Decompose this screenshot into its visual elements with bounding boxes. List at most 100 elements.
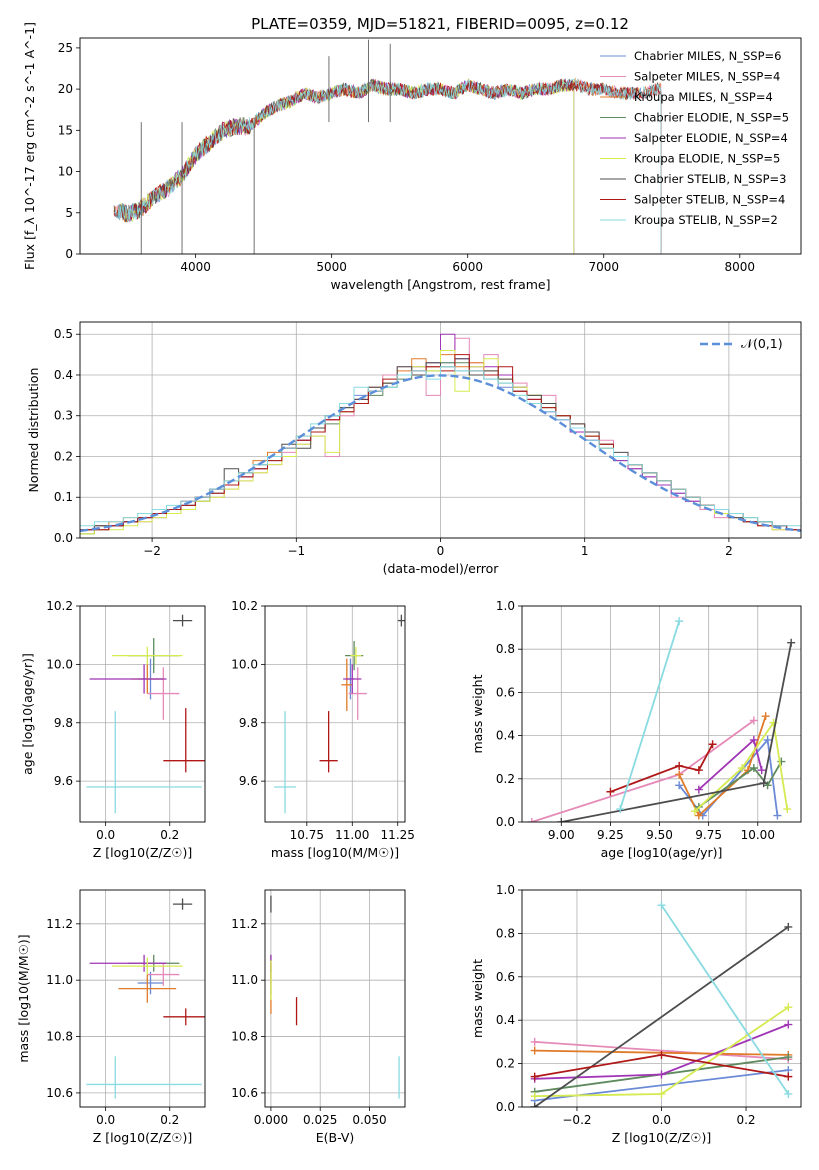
y-tick-label: 0.0 (54, 531, 73, 545)
weight-marker-salpeter_stelib (530, 1072, 539, 1081)
weight-marker-chabrier_miles (675, 781, 684, 790)
x-tick-label: 10.00 (741, 828, 775, 842)
weight-line-kroupa_elodie (694, 720, 789, 812)
weight-marker-kroupa_elodie (690, 807, 699, 816)
y-tick-label: 1.0 (496, 599, 515, 613)
weight-marker-kroupa_elodie (530, 1092, 539, 1101)
y-tick-label: 0.5 (54, 327, 73, 341)
weight-marker-salpeter_elodie (694, 785, 703, 794)
x-tick-label: 0.2 (160, 1113, 179, 1127)
age_vs_mass-axes: 10.75 11.00 11.25 9.6 9.8 10.0 10.2 mass [log10… (231, 599, 415, 860)
y-tick-label: 1.0 (496, 883, 515, 897)
weight-marker-chabrier_stelib (787, 638, 796, 647)
x-tick-label: 1 (581, 544, 589, 558)
y-tick-label: 9.6 (54, 774, 73, 788)
legend-label-kroupa_miles: Kroupa MILES, N_SSP=4 (634, 90, 773, 104)
x-tick-label: −1 (287, 544, 305, 558)
weight-marker-chabrier_stelib (557, 818, 566, 822)
x-tick-label: 5000 (316, 260, 347, 274)
weight-marker-salpeter_stelib (675, 761, 684, 770)
x-axis-label: mass [log10(M/M☉)] (271, 845, 399, 860)
y-tick-label: 10.2 (46, 599, 73, 613)
y-tick-label: 0.8 (496, 642, 515, 656)
legend-label-salpeter_elodie: Salpeter ELODIE, N_SSP=4 (634, 131, 788, 145)
x-tick-label: −0.2 (562, 1113, 591, 1127)
weight-marker-kroupa_elodie (657, 1089, 666, 1098)
weight-marker-salpeter_elodie (757, 766, 766, 775)
y-tick-label: 0.4 (54, 368, 73, 382)
weight-line-salpeter_stelib (610, 743, 714, 793)
weight-line-salpeter_miles (534, 1041, 789, 1061)
axes-frame (264, 889, 406, 1108)
x-tick-label: 0.2 (736, 1113, 755, 1127)
x-tick-label: 9.25 (597, 828, 624, 842)
y-tick-label: 0.4 (496, 729, 515, 743)
weight-marker-salpeter_stelib (784, 1072, 793, 1081)
spectrum-series-chabrier_stelib (113, 78, 662, 254)
x-tick-label: 0 (437, 544, 445, 558)
y-tick-label: 15 (58, 123, 73, 137)
y-tick-label: 0.6 (496, 970, 515, 984)
x-axis-label: age [log10(age/yr)] (601, 845, 723, 860)
legend-label-kroupa_elodie: Kroupa ELODIE, N_SSP=5 (634, 152, 780, 166)
y-tick-label: 10.6 (231, 1086, 258, 1100)
weight-marker-salpeter_stelib (657, 1050, 666, 1059)
spectrum-axes: 4000 5000 6000 7000 8000 0 5 10 15 20 25 wavelength… (22, 22, 755, 292)
x-tick-label: 0.0 (96, 828, 115, 842)
x-axis-label: Z [log10(Z/Z☉)] (612, 1130, 712, 1145)
axes-frame (521, 889, 802, 1108)
weight-line-kroupa_stelib (660, 904, 790, 1095)
mass_vs_z-axes: 0.0 0.2 10.6 10.8 11.0 11.2 Z [log10(Z/Z☉)] mas… (16, 890, 205, 1145)
y-tick-label: 10.8 (46, 1030, 73, 1044)
legend-label-salpeter_stelib: Salpeter STELIB, N_SSP=4 (634, 193, 785, 207)
y-tick-label: 0.2 (496, 772, 515, 786)
weight-marker-salpeter_elodie (749, 735, 758, 744)
spectrum-series-salpeter_stelib (113, 78, 662, 254)
y-axis-label: mass weight (470, 674, 485, 753)
weight-marker-kroupa_stelib (616, 805, 625, 814)
weight-marker-kroupa_miles (694, 811, 703, 820)
y-tick-label: 0.0 (496, 815, 515, 829)
weight-line-kroupa_miles (678, 715, 767, 817)
spectrum-series-kroupa_stelib (113, 78, 662, 254)
x-axis-label: Z [log10(Z/Z☉)] (93, 845, 193, 860)
weight-marker-kroupa_miles (761, 712, 770, 721)
weight-marker-chabrier_elodie (784, 1053, 793, 1062)
mass_vs_ebv-errorbars (270, 895, 400, 1099)
axes-frame (79, 605, 206, 823)
weight-marker-kroupa_stelib (657, 901, 666, 910)
weight-marker-kroupa_miles (530, 1046, 539, 1055)
weight-marker-kroupa_stelib (784, 1089, 793, 1098)
y-tick-label: 10.0 (46, 657, 73, 671)
x-tick-label: 11.25 (381, 828, 415, 842)
spectrum-series-kroupa_miles (113, 77, 662, 254)
axes-frame (79, 37, 802, 255)
y-tick-label: 5 (65, 206, 73, 220)
weight-marker-salpeter_elodie (657, 1070, 666, 1079)
y-tick-label: 11.0 (231, 973, 258, 987)
legend-label-salpeter_miles: Salpeter MILES, N_SSP=4 (634, 70, 780, 84)
age_vs_z-errorbars (86, 614, 205, 814)
y-axis-label: mass [log10(M/M☉)] (16, 934, 31, 1062)
weight-marker-salpeter_stelib (606, 787, 615, 796)
y-tick-label: 0 (65, 247, 73, 261)
x-tick-label: 0.0 (96, 1113, 115, 1127)
weight_vs_age-lines (527, 617, 796, 822)
x-tick-label: 0.0 (652, 1113, 671, 1127)
x-tick-label: 6000 (452, 260, 483, 274)
y-tick-label: 0.8 (496, 926, 515, 940)
weight-marker-chabrier_elodie (749, 764, 758, 772)
spectrum-legend: Chabrier MILES, N_SSP=6 Salpeter MILES, N… (600, 49, 789, 227)
legend-label-chabrier_stelib: Chabrier STELIB, N_SSP=3 (634, 172, 786, 186)
y-tick-label: 11.2 (231, 917, 258, 931)
x-axis-label: (data-model)/error (383, 561, 500, 576)
weight-marker-chabrier_elodie (777, 757, 786, 766)
weight-marker-kroupa_elodie (783, 805, 792, 814)
y-tick-label: 0.4 (496, 1013, 515, 1027)
figure-title: PLATE=0359, MJD=51821, FIBERID=0095, z=0… (251, 15, 629, 33)
x-axis-label: E(B-V) (316, 1130, 355, 1145)
x-tick-label: 9.75 (695, 828, 722, 842)
y-tick-label: 9.6 (239, 774, 258, 788)
spectrum-series-chabrier_miles (113, 77, 662, 254)
